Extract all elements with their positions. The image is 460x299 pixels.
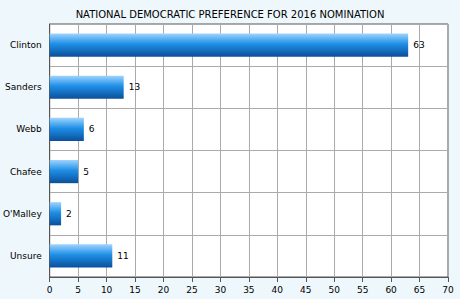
svg-text:11: 11 [117,251,128,261]
svg-text:Sanders: Sanders [5,82,42,92]
svg-text:60: 60 [385,285,397,295]
svg-text:70: 70 [442,285,454,295]
svg-text:30: 30 [215,285,227,295]
svg-text:40: 40 [272,285,284,295]
svg-text:10: 10 [101,285,113,295]
svg-text:6: 6 [89,124,95,134]
svg-text:20: 20 [158,285,170,295]
svg-text:15: 15 [129,285,140,295]
svg-text:13: 13 [129,82,140,92]
svg-text:Unsure: Unsure [10,251,42,261]
svg-text:5: 5 [83,167,89,177]
svg-text:2: 2 [66,209,72,219]
svg-text:O'Malley: O'Malley [3,209,42,219]
svg-text:0: 0 [47,285,53,295]
svg-text:Clinton: Clinton [10,40,42,50]
svg-text:25: 25 [186,285,197,295]
svg-text:55: 55 [357,285,368,295]
svg-text:NATIONAL DEMOCRATIC PREFERENCE: NATIONAL DEMOCRATIC PREFERENCE FOR 2016 … [76,9,385,20]
svg-text:35: 35 [243,285,254,295]
svg-text:45: 45 [300,285,311,295]
svg-text:Webb: Webb [16,124,42,134]
svg-text:50: 50 [328,285,340,295]
svg-text:63: 63 [413,40,424,50]
svg-text:65: 65 [414,285,425,295]
svg-text:Chafee: Chafee [10,167,42,177]
svg-text:5: 5 [75,285,81,295]
